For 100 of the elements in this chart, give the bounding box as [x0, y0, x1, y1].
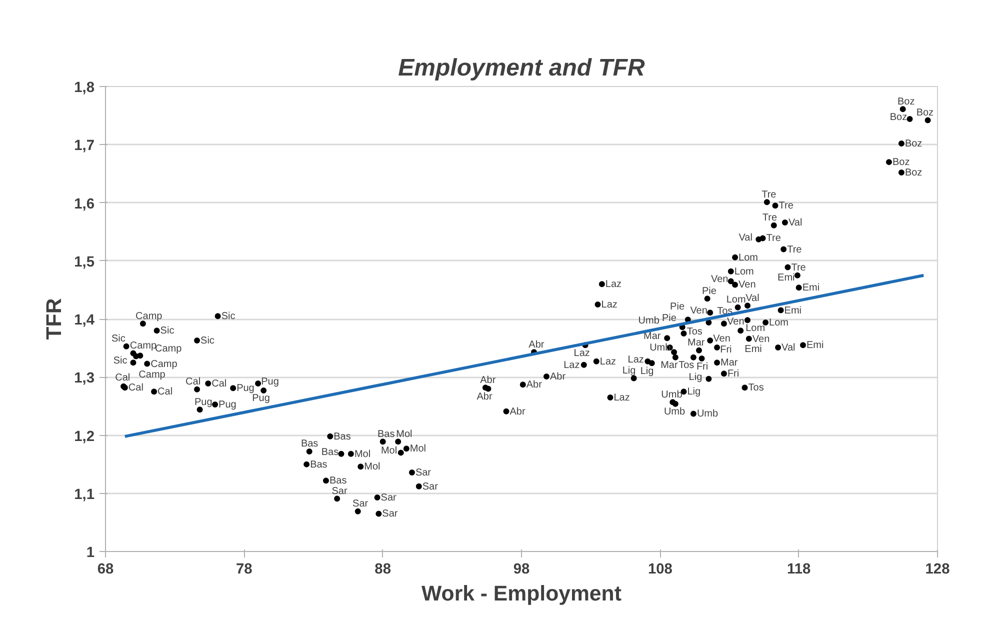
- data-label: Fri: [720, 344, 732, 356]
- data-label: Pie: [670, 302, 685, 313]
- y-tick-label: 1,1: [74, 486, 94, 503]
- data-label: Mar: [643, 331, 662, 342]
- data-label: Cal: [128, 382, 144, 394]
- data-label: Camp: [136, 310, 163, 322]
- data-label: Lom: [769, 317, 789, 328]
- data-label: Boz: [904, 168, 922, 179]
- data-label: Camp: [150, 358, 178, 370]
- y-tick-label: 1,3: [74, 370, 94, 387]
- data-label: Val: [788, 218, 802, 229]
- data-label: Boz: [916, 107, 934, 118]
- data-label: Mar: [660, 360, 678, 372]
- data-label: Tre: [778, 200, 794, 212]
- data-label: Tre: [791, 262, 806, 274]
- data-label: Mol: [396, 428, 412, 440]
- data-label: Emi: [802, 282, 820, 294]
- data-label: Bas: [329, 476, 347, 487]
- data-label: Tre: [766, 233, 782, 244]
- data-label: Umb: [664, 406, 686, 418]
- data-label: Val: [738, 232, 752, 244]
- data-label: Pie: [702, 286, 717, 297]
- data-label: Pug: [218, 399, 236, 410]
- data-label: Cal: [158, 386, 173, 398]
- data-label: Laz: [564, 360, 580, 371]
- data-label: Emi: [806, 340, 824, 352]
- x-tick-label: 108: [648, 562, 672, 578]
- data-label: Bas: [334, 431, 351, 442]
- data-label: Sic: [111, 334, 126, 345]
- data-label: Boz: [898, 96, 915, 108]
- data-label: Sar: [352, 498, 369, 510]
- data-label: Mar: [688, 338, 706, 349]
- data-label: Lig: [688, 372, 702, 383]
- data-label: Camp: [130, 340, 157, 352]
- data-label: Emi: [744, 344, 762, 355]
- x-tick-label: 118: [787, 562, 811, 578]
- data-label: Mol: [354, 448, 371, 460]
- data-label: Lig: [687, 386, 701, 398]
- data-label: Camp: [154, 343, 182, 354]
- x-axis-title: Work - Employment: [422, 582, 622, 606]
- y-axis-title: TFR: [42, 298, 66, 340]
- x-tick-label: 68: [97, 562, 114, 578]
- data-label: Sic: [113, 356, 128, 367]
- data-label: Abr: [526, 380, 543, 391]
- y-tick-label: 1,2: [74, 428, 94, 445]
- x-tick-label: 78: [236, 562, 252, 578]
- data-label: Bas: [310, 459, 328, 470]
- data-label: Abr: [510, 406, 526, 418]
- data-label: Tos: [678, 360, 694, 372]
- data-label: Lig: [640, 366, 654, 377]
- data-label: Pug: [261, 376, 279, 388]
- data-label: Sar: [422, 481, 439, 492]
- data-label: Bas: [321, 446, 339, 458]
- data-label: Pug: [236, 383, 254, 394]
- data-label: Abr: [550, 372, 566, 383]
- y-tick-label: 1,6: [74, 196, 94, 212]
- x-tick-label: 128: [925, 562, 950, 578]
- y-tick-label: 1,4: [74, 312, 96, 328]
- data-label: Laz: [614, 392, 630, 404]
- data-label: Tre: [762, 212, 778, 224]
- data-label: Bas: [378, 428, 395, 440]
- data-label: Abr: [476, 391, 493, 402]
- data-label: Boz: [904, 138, 922, 150]
- data-label: Pug: [252, 393, 270, 404]
- data-label: Ven: [752, 334, 770, 345]
- x-tick-label: 98: [513, 562, 530, 578]
- data-label: Abr: [528, 339, 545, 350]
- data-label: Ven: [738, 280, 756, 291]
- data-label: Umb: [696, 408, 718, 420]
- data-label: Val: [782, 342, 796, 354]
- data-label: Ven: [690, 306, 708, 317]
- data-label: Umb: [638, 316, 660, 327]
- data-label: Lom: [746, 322, 766, 334]
- data-label: Tos: [686, 326, 702, 338]
- data-label: Lom: [726, 294, 746, 306]
- data-label: Sar: [380, 492, 398, 504]
- y-tick-label: 1,5: [74, 254, 94, 270]
- data-label: Tos: [748, 382, 764, 394]
- data-label: Cal: [115, 372, 130, 384]
- data-label: Cal: [212, 378, 227, 390]
- data-label: Tre: [762, 189, 777, 200]
- data-label: Laz: [601, 299, 618, 310]
- data-label: Boz: [890, 112, 908, 123]
- data-label: Mol: [364, 462, 380, 473]
- data-label: Pug: [194, 396, 212, 408]
- data-label: Sar: [332, 486, 348, 497]
- data-label: Sic: [200, 336, 214, 347]
- data-label: Bas: [300, 438, 318, 450]
- data-label: Emi: [778, 272, 795, 284]
- chart-title: Employment and TFR: [398, 54, 646, 82]
- data-label: Tre: [787, 244, 802, 256]
- data-label: Ven: [710, 274, 728, 286]
- data-label: Laz: [574, 348, 590, 359]
- data-label: Boz: [892, 157, 910, 168]
- y-tick-label: 1: [86, 545, 95, 561]
- data-label: Sar: [382, 508, 398, 520]
- data-label: Sar: [415, 467, 432, 478]
- data-label: Camp: [138, 369, 166, 380]
- y-tick-label: 1,8: [74, 80, 94, 96]
- data-label: Lom: [738, 252, 758, 264]
